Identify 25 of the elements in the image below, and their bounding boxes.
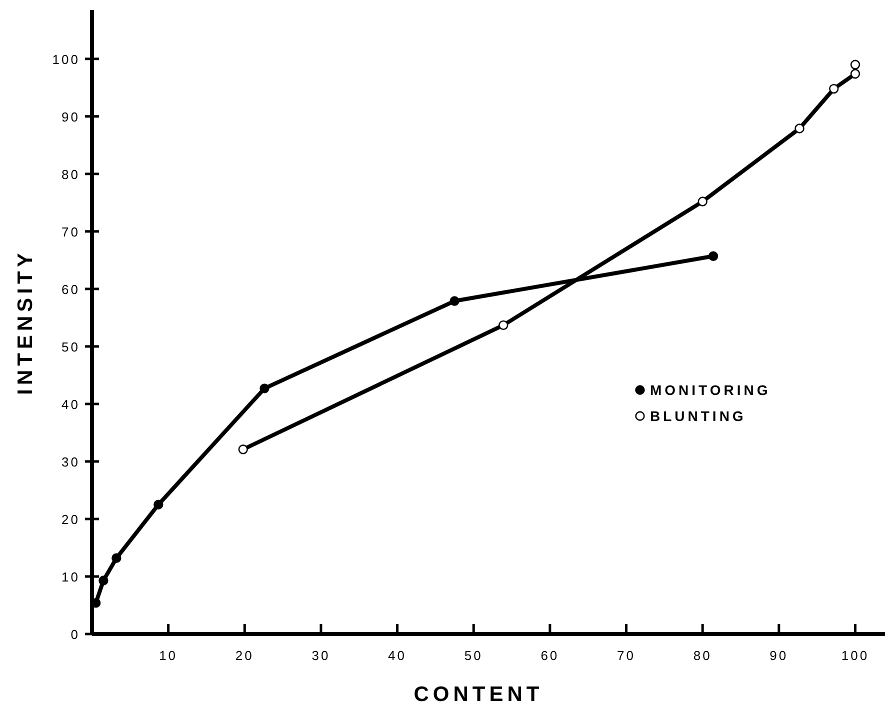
x-tick-label: 70: [617, 648, 636, 663]
y-tick-label: 50: [62, 339, 80, 354]
x-axis-title: CONTENT: [414, 683, 544, 706]
legend-label: BLUNTING: [650, 408, 746, 424]
y-tick-label: 0: [70, 627, 80, 642]
y-axis-title: INTENSITY: [14, 249, 37, 395]
y-tick-label: 10: [62, 569, 80, 584]
legend-label: MONITORING: [650, 382, 771, 398]
y-tick-label: 40: [62, 396, 80, 412]
y-tick-label: 20: [62, 512, 80, 527]
x-tick-label: 90: [770, 648, 788, 663]
x-tick-label: 100: [841, 648, 870, 663]
x-tick-label: 80: [693, 648, 712, 663]
x-tick-label: 30: [312, 648, 330, 663]
y-tick-label: 80: [62, 166, 80, 182]
x-tick-label: 40: [388, 648, 407, 663]
x-tick-label: 50: [464, 648, 483, 663]
y-tick-label: 100: [52, 52, 80, 67]
x-tick-label: 10: [159, 648, 178, 663]
x-tick-label: 60: [540, 648, 560, 663]
y-tick-label: 30: [62, 454, 80, 470]
y-tick-label: 60: [62, 282, 80, 297]
y-tick-label: 90: [62, 109, 80, 124]
x-tick-label: 20: [235, 648, 254, 663]
y-tick-label: 70: [62, 224, 80, 240]
